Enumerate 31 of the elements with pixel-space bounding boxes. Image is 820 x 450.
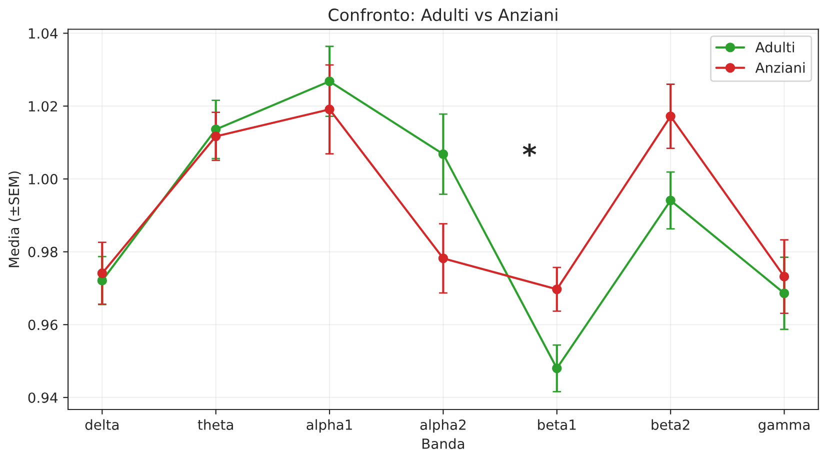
x-tick-label: beta2 <box>652 419 690 430</box>
point <box>779 272 790 282</box>
point <box>666 196 676 206</box>
x-tick-label: theta <box>198 419 233 430</box>
legend-label: Anziani <box>755 62 805 73</box>
point <box>552 284 562 294</box>
legend-label: Adulti <box>755 42 794 52</box>
x-tick-label: delta <box>85 419 118 430</box>
point <box>324 76 334 86</box>
y-tick-label: 1.04 <box>28 28 58 39</box>
x-tick-label: beta1 <box>538 419 576 430</box>
point <box>552 363 562 374</box>
x-axis-title: Banda <box>422 438 464 449</box>
y-tick-label: 1.02 <box>28 101 57 112</box>
y-tick-label: 0.98 <box>28 246 58 258</box>
x-tick-label: alpha2 <box>420 419 466 433</box>
point <box>438 149 448 160</box>
point <box>97 268 108 278</box>
point <box>438 253 448 264</box>
annotation: * <box>522 144 536 157</box>
x-tick-label: gamma <box>758 422 810 433</box>
y-tick-label: 0.96 <box>28 320 58 330</box>
point <box>779 288 790 298</box>
point <box>324 104 334 114</box>
y-tick-label: 0.94 <box>28 392 58 403</box>
y-axis-title: Media (±SEM) <box>8 171 21 268</box>
point <box>666 111 676 122</box>
x-tick-label: alpha1 <box>306 419 352 433</box>
chart-title: Confronto: Adulti vs Anziani <box>328 8 558 22</box>
y-tick-label: 1.00 <box>28 174 58 184</box>
point <box>210 131 221 142</box>
